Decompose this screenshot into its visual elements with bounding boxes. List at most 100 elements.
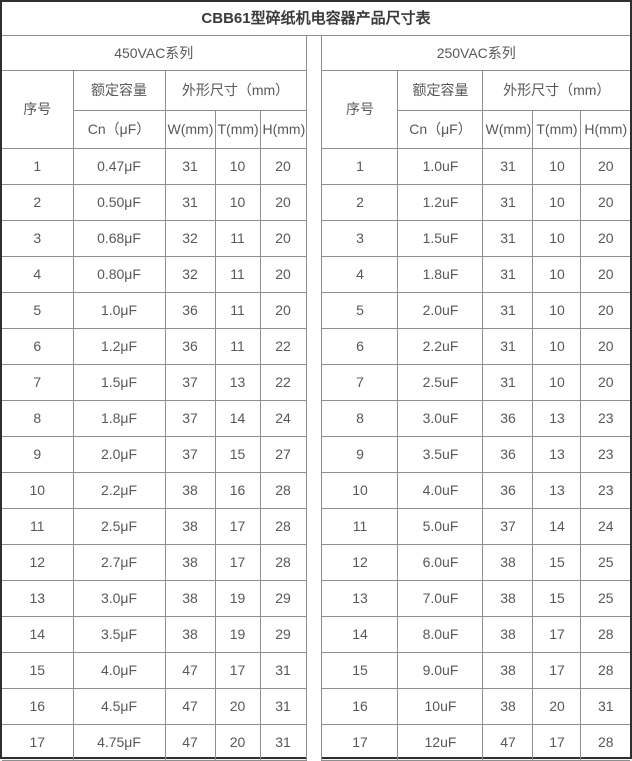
table-cell: 38 bbox=[164, 543, 216, 581]
table-separator bbox=[306, 36, 322, 761]
table-cell: 28 bbox=[580, 615, 630, 653]
table-cell: 11 bbox=[214, 255, 261, 293]
table-cell: 31 bbox=[482, 363, 534, 401]
table-cell: 19 bbox=[214, 579, 261, 617]
table-cell: 20 bbox=[580, 183, 630, 221]
column-header-serial: 序号 bbox=[2, 69, 74, 149]
table-cell: 3 bbox=[2, 219, 74, 257]
table-row: 6 2.2uF 31 10 20 bbox=[321, 327, 630, 365]
table-cell: 29 bbox=[259, 615, 307, 653]
table-cell: 37 bbox=[164, 363, 216, 401]
table-cell: 3.0μF bbox=[72, 579, 166, 617]
table-cell: 2.2μF bbox=[72, 471, 166, 509]
table-cell: 20 bbox=[580, 363, 630, 401]
table-row: 9 2.0μF 37 15 27 bbox=[2, 435, 307, 473]
table-cell: 10uF bbox=[397, 687, 484, 725]
table-cell: 27 bbox=[259, 435, 307, 473]
table-cell: 20 bbox=[580, 255, 630, 293]
table-cell: 2.5uF bbox=[397, 363, 484, 401]
table-cell: 8.0uF bbox=[397, 615, 484, 653]
table-row: 15 4.0μF 47 17 31 bbox=[2, 651, 307, 689]
page-title: CBB61型碎纸机电容器产品尺寸表 bbox=[2, 2, 630, 36]
table-cell: 2 bbox=[321, 183, 399, 221]
table-cell: 13 bbox=[532, 471, 582, 509]
table-cell: 17 bbox=[532, 651, 582, 689]
table-cell: 20 bbox=[259, 147, 307, 185]
table-cell: 1.8uF bbox=[397, 255, 484, 293]
table-row: 4 0.80μF 32 11 20 bbox=[2, 255, 307, 293]
table-cell: 31 bbox=[164, 147, 216, 185]
table-row: 15 9.0uF 38 17 28 bbox=[321, 651, 630, 689]
table-body-450vac: 1 0.47μF 31 10 20 2 0.50μF 31 10 20 3 0.68μF 32 11 20 4… bbox=[2, 147, 307, 761]
table-cell: 20 bbox=[532, 687, 582, 725]
table-cell: 0.68μF bbox=[72, 219, 166, 257]
table-row: 11 2.5μF 38 17 28 bbox=[2, 507, 307, 545]
table-cell: 9 bbox=[321, 435, 399, 473]
table-cell: 22 bbox=[259, 363, 307, 401]
table-cell: 0.47μF bbox=[72, 147, 166, 185]
table-cell: 10 bbox=[532, 327, 582, 365]
table-cell: 10 bbox=[532, 255, 582, 293]
table-cell: 2.0μF bbox=[72, 435, 166, 473]
table-cell: 31 bbox=[482, 327, 534, 365]
table-cell: 23 bbox=[580, 435, 630, 473]
table-cell: 16 bbox=[2, 687, 74, 725]
table-row: 8 3.0uF 36 13 23 bbox=[321, 399, 630, 437]
table-cell: 47 bbox=[482, 723, 534, 761]
table-cell: 31 bbox=[164, 183, 216, 221]
table-cell: 17 bbox=[214, 543, 261, 581]
table-cell: 3.5uF bbox=[397, 435, 484, 473]
table-cell: 38 bbox=[482, 615, 534, 653]
table-cell: 31 bbox=[482, 291, 534, 329]
table-cell: 38 bbox=[482, 687, 534, 725]
table-cell: 28 bbox=[259, 471, 307, 509]
table-cell: 32 bbox=[164, 219, 216, 257]
table-cell: 1.5uF bbox=[397, 219, 484, 257]
table-cell: 13 bbox=[532, 435, 582, 473]
table-row: 14 3.5μF 38 19 29 bbox=[2, 615, 307, 653]
table-cell: 28 bbox=[259, 543, 307, 581]
table-row: 13 7.0uF 38 15 25 bbox=[321, 579, 630, 617]
table-cell: 13 bbox=[214, 363, 261, 401]
table-cell: 16 bbox=[214, 471, 261, 509]
table-cell: 38 bbox=[482, 651, 534, 689]
table-cell: 4 bbox=[2, 255, 74, 293]
table-cell: 2.2uF bbox=[397, 327, 484, 365]
table-cell: 4.5μF bbox=[72, 687, 166, 725]
table-cell: 1.2uF bbox=[397, 183, 484, 221]
table-cell: 0.80μF bbox=[72, 255, 166, 293]
section-header-row: 250VAC系列 bbox=[321, 36, 630, 71]
table-cell: 8 bbox=[321, 399, 399, 437]
column-header-outline-dimensions: 外形尺寸（mm） bbox=[164, 69, 307, 111]
table-cell: 31 bbox=[259, 687, 307, 725]
table-cell: 2.7μF bbox=[72, 543, 166, 581]
table-cell: 22 bbox=[259, 327, 307, 365]
table-cell: 10 bbox=[321, 471, 399, 509]
table-row: 7 1.5μF 37 13 22 bbox=[2, 363, 307, 401]
table-row: 8 1.8μF 37 14 24 bbox=[2, 399, 307, 437]
table-cell: 10 bbox=[532, 219, 582, 257]
table-cell: 17 bbox=[214, 507, 261, 545]
table-cell: 4.0μF bbox=[72, 651, 166, 689]
table-cell: 38 bbox=[164, 579, 216, 617]
table-cell: 20 bbox=[214, 687, 261, 725]
column-header-w: W(mm) bbox=[482, 109, 534, 149]
table-cell: 23 bbox=[580, 471, 630, 509]
table-cell: 36 bbox=[164, 291, 216, 329]
column-group-header-row: 序号 额定容量 外形尺寸（mm） bbox=[2, 69, 307, 149]
table-450vac-series: 450VAC系列 序号 额定容量 外形尺寸（mm） Cn（μF） W(mm) T… bbox=[2, 36, 307, 761]
table-cell: 47 bbox=[164, 723, 216, 761]
table-cell: 5.0uF bbox=[397, 507, 484, 545]
tables-container: 450VAC系列 序号 额定容量 外形尺寸（mm） Cn（μF） W(mm) T… bbox=[2, 36, 630, 761]
table-cell: 14 bbox=[2, 615, 74, 653]
table-cell: 10 bbox=[532, 147, 582, 185]
table-cell: 2 bbox=[2, 183, 74, 221]
table-cell: 7 bbox=[2, 363, 74, 401]
table-cell: 32 bbox=[164, 255, 216, 293]
table-cell: 31 bbox=[482, 183, 534, 221]
table-cell: 31 bbox=[259, 651, 307, 689]
table-cell: 15 bbox=[532, 579, 582, 617]
table-row: 2 0.50μF 31 10 20 bbox=[2, 183, 307, 221]
table-cell: 47 bbox=[164, 687, 216, 725]
